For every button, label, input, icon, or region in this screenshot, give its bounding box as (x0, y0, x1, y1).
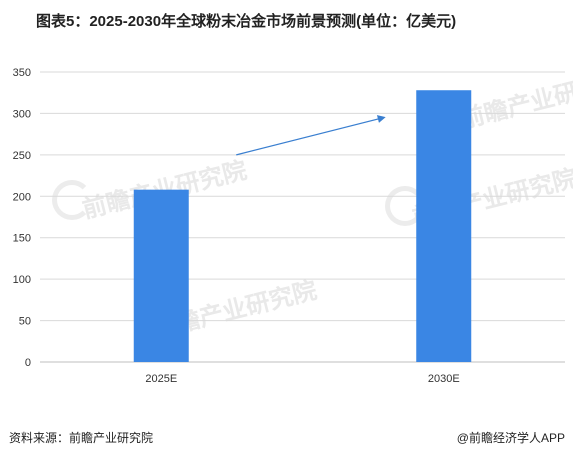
x-tick-label: 2025E (145, 373, 177, 385)
watermark-logo-icon (52, 180, 92, 220)
x-tick-label: 2030E (428, 373, 460, 385)
bar (133, 189, 189, 362)
y-tick-label: 0 (25, 357, 31, 369)
y-tick-label: 150 (13, 233, 31, 245)
y-tick-label: 200 (13, 191, 31, 203)
bar (416, 90, 472, 362)
trend-arrow (236, 115, 386, 156)
brand-credit: @前瞻经济学人APP (456, 431, 565, 445)
y-tick-label: 50 (19, 316, 31, 328)
source-note: 资料来源：前瞻产业研究院 (9, 431, 154, 445)
watermark-logo-icon (385, 186, 425, 226)
chart-title: 图表5：2025-2030年全球粉末冶金市场前景预测(单位：亿美元) (36, 13, 457, 30)
y-tick-label: 100 (13, 274, 31, 286)
y-tick-label: 300 (13, 108, 31, 120)
y-tick-label: 250 (13, 150, 31, 162)
y-tick-label: 350 (13, 67, 31, 79)
